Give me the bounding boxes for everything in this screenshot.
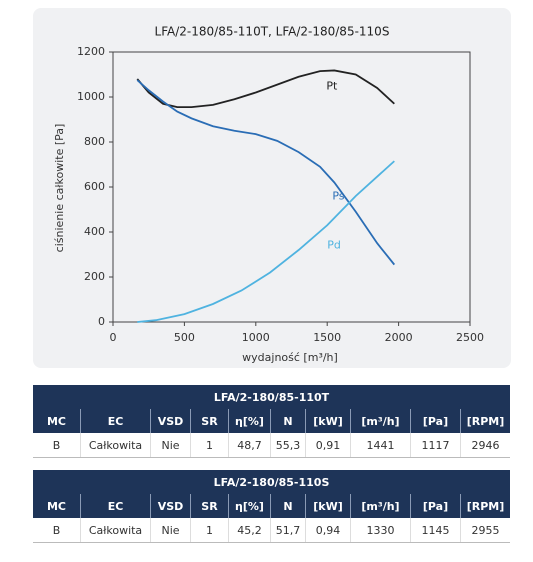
x-tick-label: 2000 [385,331,413,344]
chart: LFA/2-180/85-110T, LFA/2-180/85-110S wyd… [33,8,511,368]
data-cell: 1117 [410,433,460,457]
data-cell: 1145 [410,518,460,542]
data-cell: 51,7 [270,518,305,542]
header-cell: N [270,494,305,518]
data-row: B Całkowita Nie 1 45,2 51,7 0,94 1330 1145 2955 [33,518,510,543]
x-tick-label: 1000 [242,331,270,344]
y-tick-label: 400 [84,225,105,238]
data-cell: B [52,438,61,452]
data-cell: Nie [150,433,190,457]
header-cell: MC [46,499,67,513]
data-cell: 55,3 [270,433,305,457]
table-title: LFA/2-180/85-110T [33,385,510,409]
header-cell: [Pa] [410,494,460,518]
header-cell: [kW] [305,409,350,433]
series-line [137,160,395,323]
tables: LFA/2-180/85-110T MC EC VSD SR η[%] N [kW] [m³/h… [33,385,510,555]
y-tick-label: 800 [84,135,105,148]
header-cell: [m³/h] [350,409,410,433]
header-cell: VSD [150,494,190,518]
header-cell: [RPM] [460,409,510,433]
series-label: Pt [326,79,338,92]
data-cell: 2946 [460,433,510,457]
y-tick-label: 1200 [77,45,105,58]
x-tick-label: 0 [110,331,117,344]
header-cell: [RPM] [460,494,510,518]
x-tick-label: 1500 [313,331,341,344]
header-cell: η[%] [228,494,270,518]
header-cell: SR [190,409,228,433]
y-tick-label: 0 [98,315,105,328]
data-row: B Całkowita Nie 1 48,7 55,3 0,91 1441 1117 2946 [33,433,510,458]
y-axis-label: ciśnienie całkowite [Pa] [53,124,66,253]
table: LFA/2-180/85-110T MC EC VSD SR η[%] N [kW] [m³/h… [33,385,510,458]
data-cell: 2955 [460,518,510,542]
series-label: Pd [327,238,341,251]
data-cell: 1 [190,433,228,457]
chart-panel [33,8,511,368]
header-cell: N [270,409,305,433]
table: LFA/2-180/85-110S MC EC VSD SR η[%] N [kW] [m³/h… [33,470,510,543]
series-line [136,79,396,266]
data-cell: 48,7 [228,433,270,457]
x-tick-label: 500 [174,331,195,344]
data-cell: 1 [190,518,228,542]
data-cell: 1330 [350,518,410,542]
header-cell: VSD [150,409,190,433]
data-cell: 1441 [350,433,410,457]
table-title: LFA/2-180/85-110S [33,470,510,494]
data-cell: B [52,523,61,537]
y-tick-label: 1000 [77,90,105,103]
header-cell: [m³/h] [350,494,410,518]
y-tick-label: 600 [84,180,105,193]
header-row: MC EC VSD SR η[%] N [kW] [m³/h] [Pa] [RPM] [33,494,510,518]
header-cell: [kW] [305,494,350,518]
header-cell: EC [80,409,150,433]
header-row: MC EC VSD SR η[%] N [kW] [m³/h] [Pa] [RPM] [33,409,510,433]
data-cell: Całkowita [80,433,150,457]
header-cell: EC [80,494,150,518]
x-tick-label: 2500 [456,331,484,344]
y-tick-label: 200 [84,270,105,283]
data-cell: 45,2 [228,518,270,542]
x-axis-label: wydajność [m³/h] [242,351,338,364]
header-cell: SR [190,494,228,518]
header-cell: η[%] [228,409,270,433]
header-cell: [Pa] [410,409,460,433]
header-cell: MC [46,414,67,428]
data-cell: Całkowita [80,518,150,542]
series-label: Ps [332,190,344,203]
data-cell: 0,91 [305,433,350,457]
data-cell: 0,94 [305,518,350,542]
chart-title: LFA/2-180/85-110T, LFA/2-180/85-110S [155,25,390,39]
data-cell: Nie [150,518,190,542]
